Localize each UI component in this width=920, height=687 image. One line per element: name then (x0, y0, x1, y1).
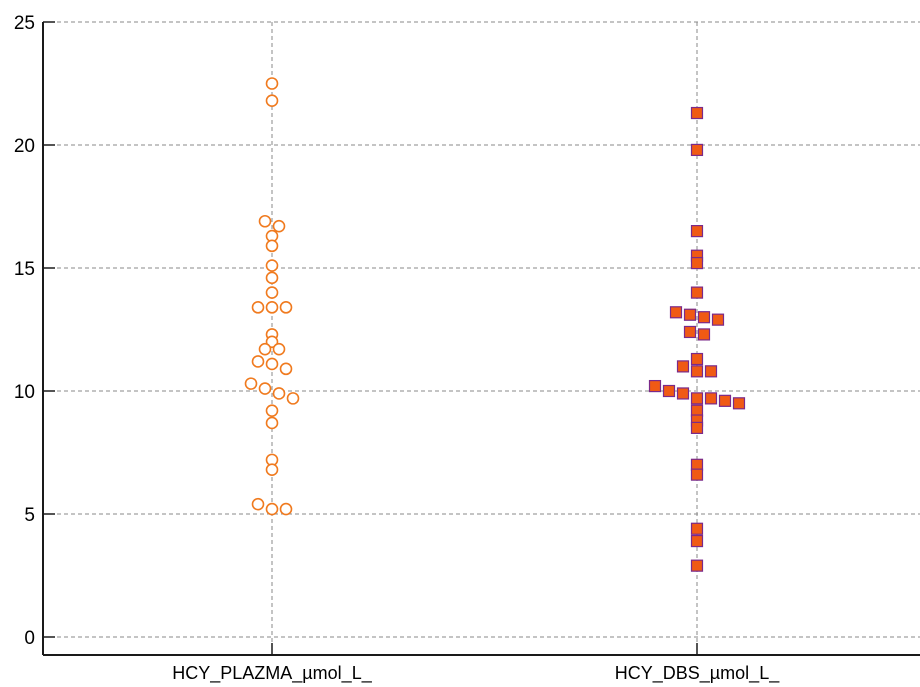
dbs-point (690, 522, 704, 535)
plazma-point (251, 497, 265, 511)
plazma-point (272, 387, 286, 400)
plazma-point (251, 355, 265, 368)
dbs-point (704, 365, 718, 378)
y-tick-label-25: 25 (14, 13, 35, 34)
plazma-point (265, 94, 279, 108)
plazma-point (265, 502, 279, 516)
plazma-point (265, 357, 279, 371)
grid-lines (43, 21, 920, 655)
plazma-point (265, 301, 279, 314)
plazma-point (258, 342, 272, 356)
plazma-point (265, 463, 279, 477)
dbs-point (718, 394, 732, 407)
dbs-point (690, 392, 704, 405)
dbs-point (697, 311, 711, 324)
axis-labels: 0 5 10 15 20 25 HCY_PLAZMA_µmol_L_ HCY_DBS_µmol… (14, 13, 780, 684)
dbs-point (690, 352, 704, 366)
plazma-point (251, 301, 265, 314)
dbs-point (690, 365, 704, 378)
dbs-point (669, 306, 683, 319)
dbs-point (690, 421, 704, 434)
plazma-point (244, 377, 258, 390)
plazma-point (258, 382, 272, 395)
x-category-label-1: HCY_DBS_µmol_L_ (615, 663, 780, 684)
plazma-point (286, 392, 300, 405)
plazma-point (265, 416, 279, 430)
dbs-point (690, 225, 704, 238)
plazma-point (272, 342, 286, 356)
y-tick-label-20: 20 (14, 136, 35, 157)
dbs-point (683, 325, 697, 339)
dbs-point (690, 468, 704, 481)
dbs-point (648, 379, 662, 393)
plazma-point (258, 214, 272, 228)
plazma-point (279, 502, 293, 516)
plazma-point (265, 239, 279, 253)
dbs-point (676, 360, 690, 373)
plazma-point (272, 219, 286, 233)
dbs-point (690, 559, 704, 572)
dbs-point (697, 328, 711, 341)
data-points (244, 77, 746, 572)
dbs-point (704, 392, 718, 405)
plazma-point (279, 301, 293, 314)
y-tick-label-0: 0 (24, 628, 35, 649)
plazma-point (265, 77, 279, 90)
dbs-point (690, 106, 704, 120)
y-tick-label-10: 10 (14, 382, 35, 403)
y-tick-label-5: 5 (24, 505, 35, 526)
axis-ticks (43, 21, 698, 655)
plazma-point (279, 362, 293, 376)
dbs-point (732, 397, 746, 410)
plazma-point (265, 271, 279, 285)
x-category-label-0: HCY_PLAZMA_µmol_L_ (172, 663, 372, 684)
y-tick-label-15: 15 (14, 259, 35, 280)
dbs-point (711, 313, 725, 326)
plazma-point (265, 259, 279, 272)
plazma-point (265, 286, 279, 299)
dbs-point (683, 308, 697, 321)
plazma-point (265, 404, 279, 417)
dbs-point (690, 256, 704, 270)
dbs-point (662, 384, 676, 398)
dbs-point (676, 387, 690, 400)
dbs-point (690, 143, 704, 157)
dbs-point (690, 286, 704, 299)
dbs-point (690, 534, 704, 548)
